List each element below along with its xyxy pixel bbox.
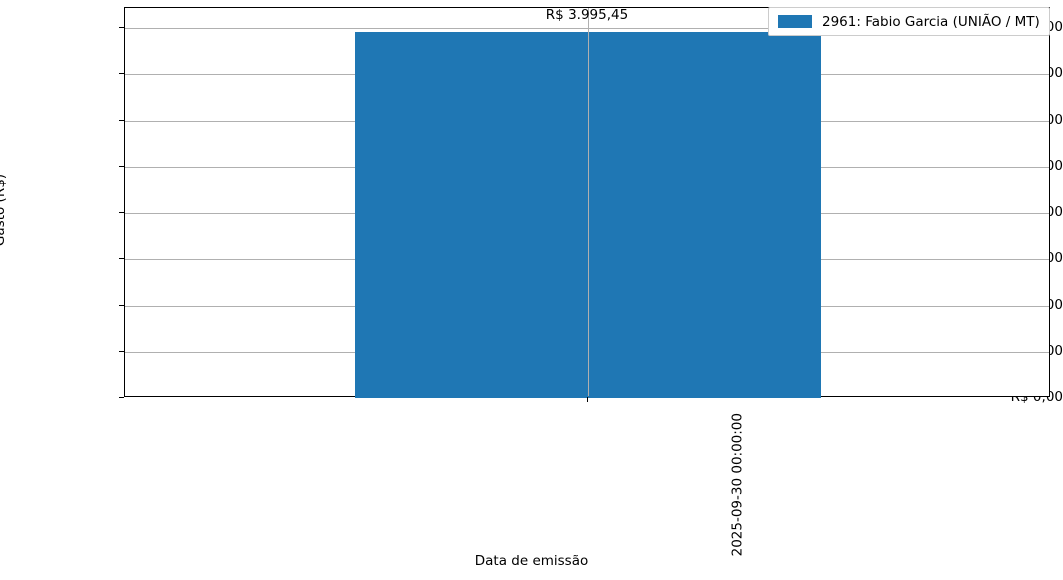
y-tick-mark-3500 [119,73,124,75]
y-tick-mark-4000 [119,27,124,28]
y-tick-mark-0 [119,397,124,398]
x-tick-mark-0 [587,397,588,402]
gridline-y-4000 [125,28,1049,29]
plot-area [124,7,1050,398]
x-axis-title: Data de emissão [474,553,589,569]
y-tick-mark-3000 [119,119,124,121]
chart-legend[interactable]: 2961: Fabio Garcia (UNIÃO / MT) [768,7,1050,36]
y-tick-mark-2000 [119,212,124,213]
legend-entry-label: 2961: Fabio Garcia (UNIÃO / MT) [822,13,1040,30]
bar-value-label: R$ 3.995,45 [545,7,629,23]
legend-swatch-icon [778,15,812,28]
y-axis-title: Gasto (R$) [0,173,8,247]
gridline-x-category-0 [588,8,589,396]
y-tick-mark-2500 [119,165,124,167]
x-tick-label-0: 2025-09-30 00:00:00 [729,413,746,557]
y-tick-mark-1000 [119,304,124,306]
y-tick-mark-500 [119,350,124,352]
y-tick-mark-1500 [119,258,124,260]
